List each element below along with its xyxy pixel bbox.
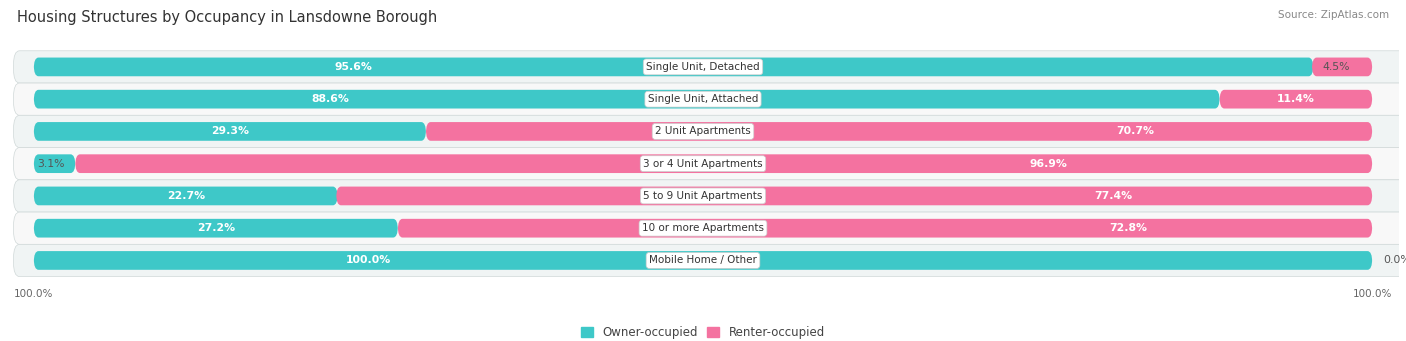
- FancyBboxPatch shape: [14, 51, 1406, 83]
- Text: Housing Structures by Occupancy in Lansdowne Borough: Housing Structures by Occupancy in Lansd…: [17, 10, 437, 25]
- Text: Single Unit, Attached: Single Unit, Attached: [648, 94, 758, 104]
- FancyBboxPatch shape: [34, 219, 398, 238]
- FancyBboxPatch shape: [14, 148, 1406, 180]
- Text: 95.6%: 95.6%: [335, 62, 373, 72]
- Text: 2 Unit Apartments: 2 Unit Apartments: [655, 127, 751, 136]
- Text: 29.3%: 29.3%: [211, 127, 249, 136]
- FancyBboxPatch shape: [34, 122, 426, 141]
- FancyBboxPatch shape: [34, 187, 337, 205]
- Text: Source: ZipAtlas.com: Source: ZipAtlas.com: [1278, 10, 1389, 20]
- Text: 3.1%: 3.1%: [37, 159, 65, 169]
- Text: 5 to 9 Unit Apartments: 5 to 9 Unit Apartments: [644, 191, 762, 201]
- FancyBboxPatch shape: [1219, 90, 1372, 108]
- FancyBboxPatch shape: [336, 187, 1372, 205]
- Text: 0.0%: 0.0%: [1384, 255, 1406, 265]
- FancyBboxPatch shape: [76, 154, 1372, 173]
- Text: Single Unit, Detached: Single Unit, Detached: [647, 62, 759, 72]
- Text: 3 or 4 Unit Apartments: 3 or 4 Unit Apartments: [643, 159, 763, 169]
- FancyBboxPatch shape: [14, 244, 1406, 277]
- Text: 77.4%: 77.4%: [1094, 191, 1132, 201]
- FancyBboxPatch shape: [1312, 58, 1372, 76]
- Legend: Owner-occupied, Renter-occupied: Owner-occupied, Renter-occupied: [576, 322, 830, 341]
- FancyBboxPatch shape: [34, 58, 1313, 76]
- FancyBboxPatch shape: [14, 115, 1406, 148]
- FancyBboxPatch shape: [14, 83, 1406, 115]
- FancyBboxPatch shape: [426, 122, 1372, 141]
- Text: 11.4%: 11.4%: [1277, 94, 1315, 104]
- Text: 10 or more Apartments: 10 or more Apartments: [643, 223, 763, 233]
- Text: 27.2%: 27.2%: [197, 223, 235, 233]
- Text: 70.7%: 70.7%: [1116, 127, 1154, 136]
- FancyBboxPatch shape: [34, 154, 76, 173]
- FancyBboxPatch shape: [14, 180, 1406, 212]
- Text: 88.6%: 88.6%: [311, 94, 349, 104]
- Text: 22.7%: 22.7%: [167, 191, 205, 201]
- FancyBboxPatch shape: [34, 251, 1372, 270]
- Text: Mobile Home / Other: Mobile Home / Other: [650, 255, 756, 265]
- FancyBboxPatch shape: [34, 90, 1219, 108]
- FancyBboxPatch shape: [398, 219, 1372, 238]
- Text: 4.5%: 4.5%: [1323, 62, 1350, 72]
- FancyBboxPatch shape: [14, 212, 1406, 244]
- Text: 96.9%: 96.9%: [1029, 159, 1067, 169]
- Text: 72.8%: 72.8%: [1109, 223, 1147, 233]
- Text: 100.0%: 100.0%: [346, 255, 391, 265]
